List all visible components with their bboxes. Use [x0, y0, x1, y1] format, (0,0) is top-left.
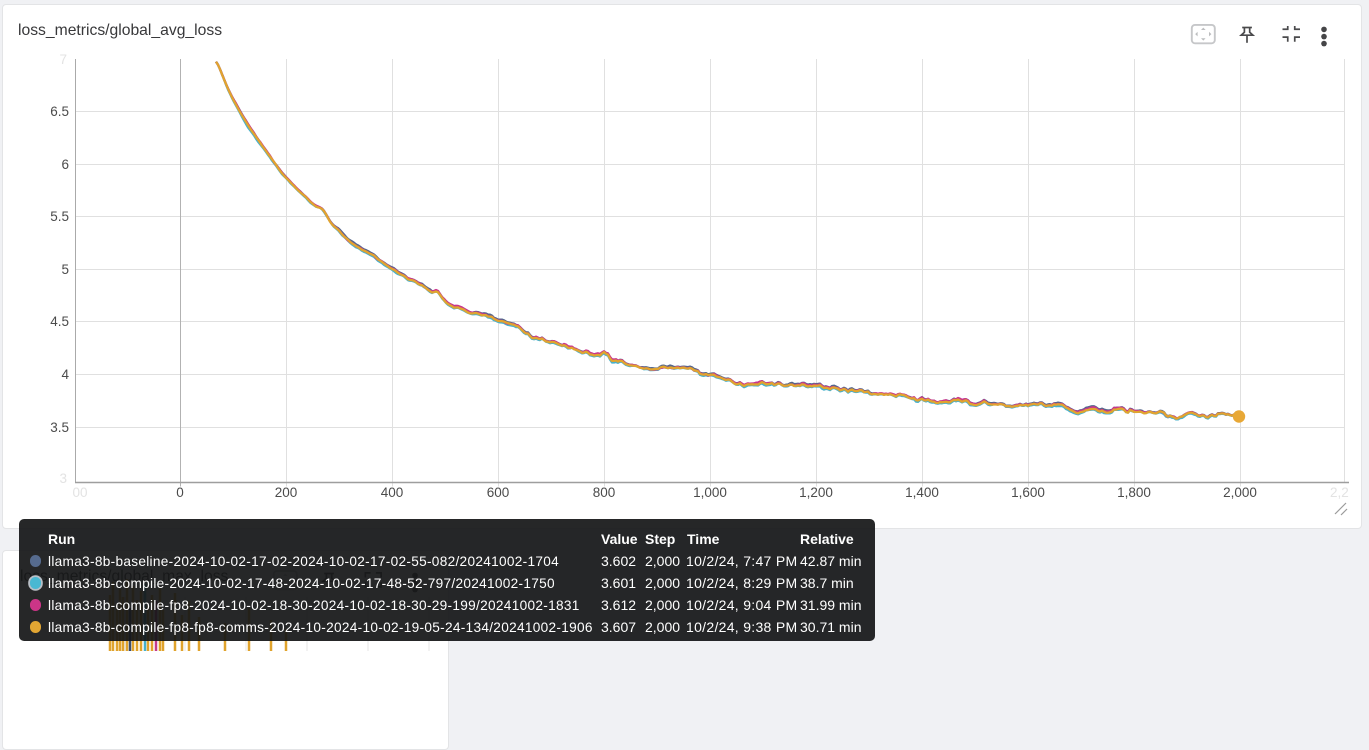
svg-text:1,600: 1,600 [1011, 485, 1045, 500]
svg-text:1,400: 1,400 [905, 485, 939, 500]
svg-text:6: 6 [61, 157, 69, 172]
svg-text:7: 7 [59, 52, 67, 67]
svg-text:0: 0 [176, 485, 184, 500]
svg-text:2,2: 2,2 [1330, 485, 1349, 500]
svg-text:1,800: 1,800 [1117, 485, 1151, 500]
svg-text:1,000: 1,000 [693, 485, 727, 500]
svg-text:2,000: 2,000 [1223, 485, 1257, 500]
svg-text:4: 4 [61, 367, 69, 382]
svg-text:00: 00 [72, 485, 87, 500]
svg-text:600: 600 [487, 485, 510, 500]
svg-text:3.5: 3.5 [50, 420, 69, 435]
svg-text:5: 5 [61, 262, 69, 277]
svg-text:3: 3 [59, 471, 67, 486]
svg-text:4.5: 4.5 [50, 314, 69, 329]
svg-text:6.5: 6.5 [50, 104, 69, 119]
svg-text:800: 800 [593, 485, 616, 500]
svg-text:400: 400 [381, 485, 404, 500]
svg-text:200: 200 [275, 485, 298, 500]
svg-text:1,200: 1,200 [799, 485, 833, 500]
svg-text:5.5: 5.5 [50, 209, 69, 224]
